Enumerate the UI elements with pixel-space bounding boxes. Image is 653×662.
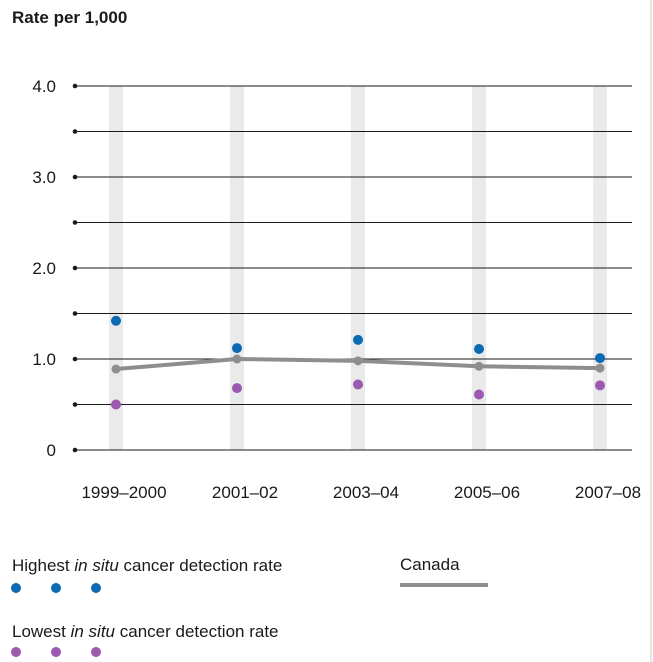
lowest-point xyxy=(474,389,484,400)
y-tick-label: 1.0 xyxy=(32,350,56,369)
legend-lowest-label: Lowest in situ cancer detection rate xyxy=(12,622,279,641)
highest-point xyxy=(353,334,363,345)
y-tick-label: 0 xyxy=(47,441,56,460)
y-tick-mark xyxy=(72,265,78,271)
lowest-point xyxy=(232,383,242,394)
highest-point xyxy=(595,353,605,364)
y-tick-mark xyxy=(72,311,78,316)
canada-point xyxy=(595,363,605,373)
y-tick-label: 3.0 xyxy=(32,168,56,187)
y-tick-mark xyxy=(72,129,78,134)
panel-edge xyxy=(650,0,652,662)
y-tick-mark xyxy=(72,356,78,362)
y-tick-mark xyxy=(72,83,78,89)
y-tick-mark xyxy=(72,402,78,407)
canada-point xyxy=(232,354,242,364)
y-axis-title: Rate per 1,000 xyxy=(12,8,128,27)
canada-point xyxy=(353,356,363,366)
legend-lowest-dot xyxy=(11,647,21,657)
x-tick-label: 2003–04 xyxy=(333,483,399,502)
y-tick-mark xyxy=(72,174,78,180)
y-tick-label: 4.0 xyxy=(32,77,56,96)
x-tick-label: 1999–2000 xyxy=(81,483,166,502)
y-tick-mark xyxy=(72,447,78,453)
legend-canada-label: Canada xyxy=(400,555,460,574)
legend-lowest-dot xyxy=(91,647,101,657)
legend-highest-dot xyxy=(91,583,101,593)
canada-point xyxy=(474,361,484,371)
lowest-point xyxy=(353,379,363,390)
y-tick-label: 2.0 xyxy=(32,259,56,278)
legend-highest-marker xyxy=(11,583,101,593)
lowest-point xyxy=(111,399,121,410)
x-tick-label: 2005–06 xyxy=(454,483,520,502)
y-tick-mark xyxy=(72,220,78,225)
legend-highest-dot xyxy=(11,583,21,593)
x-tick-label: 2007–08 xyxy=(575,483,641,502)
legend-canada-marker xyxy=(400,583,488,587)
canada-point xyxy=(111,364,121,374)
highest-point xyxy=(232,343,242,354)
x-tick-label: 2001–02 xyxy=(212,483,278,502)
legend-lowest-marker xyxy=(11,647,101,657)
legend-highest-label: Highest in situ cancer detection rate xyxy=(12,556,283,575)
highest-point xyxy=(474,343,484,354)
highest-point xyxy=(111,315,121,326)
legend-highest-dot xyxy=(51,583,61,593)
legend-lowest-dot xyxy=(51,647,61,657)
lowest-point xyxy=(595,380,605,391)
